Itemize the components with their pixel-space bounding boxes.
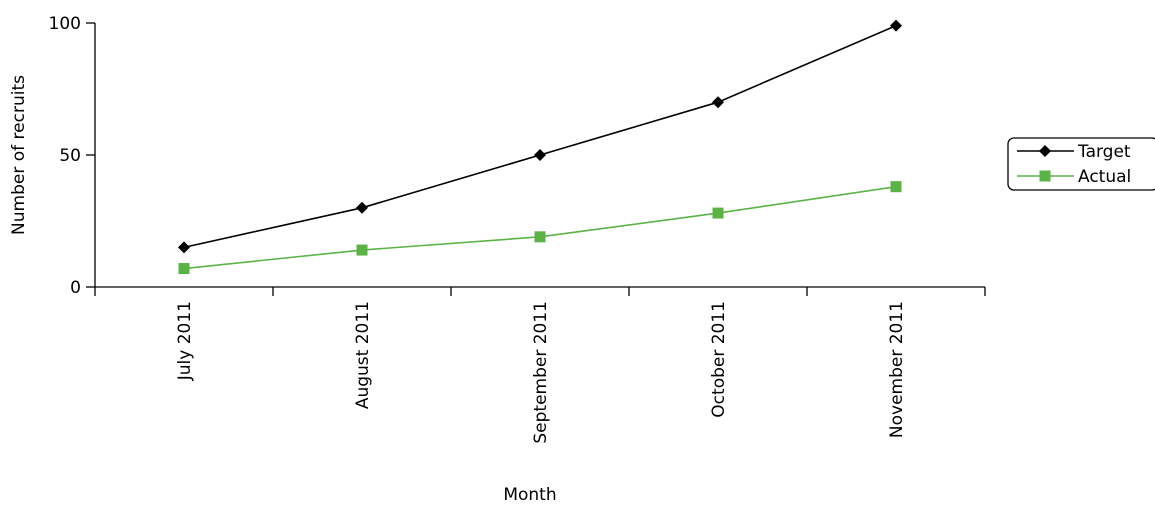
series-actual (178, 181, 902, 275)
x-tick-label: July 2011 (175, 301, 195, 381)
data-point (712, 96, 724, 109)
y-tick-label: 50 (59, 146, 81, 166)
data-point (178, 263, 190, 275)
data-point (534, 231, 546, 243)
legend-label: Actual (1078, 167, 1131, 187)
axes: 0 50 100 July 2011 August 2011 September 2011… (49, 14, 986, 444)
legend-swatch-marker (1039, 145, 1051, 157)
legend-swatch-marker (1039, 170, 1051, 182)
legend-item: Actual (1017, 167, 1131, 187)
legend-label: Target (1077, 142, 1131, 162)
y-tick-label: 0 (70, 278, 81, 298)
series-line (183, 185, 897, 270)
y-tick-label: 100 (49, 14, 81, 34)
data-point (178, 241, 190, 254)
y-axis-title: Number of recruits (9, 75, 29, 235)
data-point (356, 244, 368, 256)
legend: Target Actual (1007, 137, 1155, 191)
data-point (890, 181, 902, 193)
x-tick-label: November 2011 (887, 301, 907, 438)
data-point (890, 19, 902, 32)
legend-item: Target (1017, 142, 1131, 162)
data-point (356, 201, 368, 214)
x-tick-label: September 2011 (531, 301, 551, 444)
series-line (183, 24, 897, 249)
x-tick-label: August 2011 (353, 301, 373, 409)
series-layer (178, 19, 902, 275)
data-point (534, 149, 546, 161)
x-axis-title: Month (503, 485, 556, 505)
series-target (178, 19, 902, 254)
data-point (712, 207, 724, 219)
x-tick-label: October 2011 (709, 301, 729, 418)
